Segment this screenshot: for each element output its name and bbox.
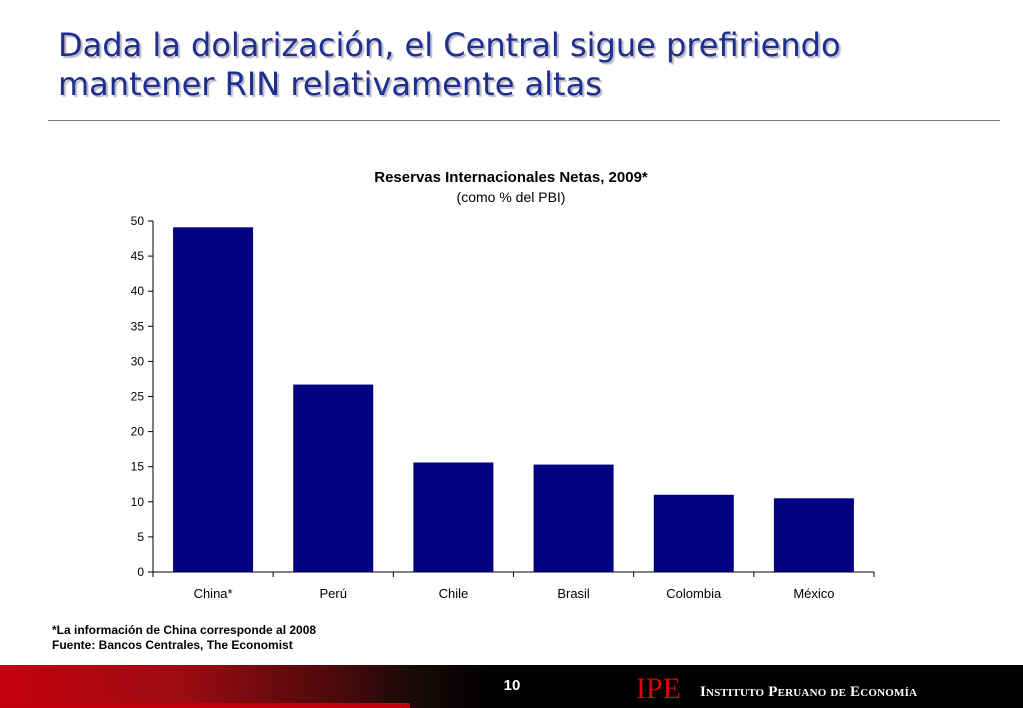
footnote-text: *La información de China corresponde al … (52, 623, 317, 637)
chart-title: Reservas Internacionales Netas, 2009* (374, 169, 648, 186)
slide-title-line-1: Dada la dolarización, el Central sigue p… (58, 26, 841, 64)
slide-title: Dada la dolarización, el Central sigue p… (58, 26, 998, 104)
y-tick-label: 50 (131, 214, 145, 228)
y-tick-label: 5 (137, 530, 144, 544)
slide-title-line-2: mantener RIN relativamente altas (58, 65, 602, 103)
bar (293, 384, 374, 572)
y-tick-label: 35 (131, 319, 145, 333)
y-tick-label: 30 (131, 354, 145, 368)
y-tick-label: 20 (131, 425, 145, 439)
y-tick-label: 45 (131, 249, 145, 263)
bar (773, 498, 854, 572)
bar (173, 227, 254, 572)
x-tick-label: Colombia (666, 586, 722, 601)
title-divider (48, 120, 1000, 121)
x-tick-label: Brasil (557, 586, 590, 601)
x-tick-label: México (793, 586, 834, 601)
chart-subtitle: (como % del PBI) (457, 189, 566, 205)
footer-accent-line (0, 703, 410, 708)
source-text: Fuente: Bancos Centrales, The Economist (52, 638, 293, 652)
y-tick-label: 0 (137, 565, 144, 579)
x-tick-label: China* (194, 586, 233, 601)
y-tick-label: 15 (131, 460, 145, 474)
y-tick-label: 25 (131, 390, 145, 404)
ipe-logo: IPE (636, 672, 681, 705)
y-tick-label: 10 (131, 495, 145, 509)
footer-bar (0, 665, 1023, 708)
organization-name: Instituto Peruano de Economía (700, 684, 918, 700)
bar (653, 494, 734, 572)
footnotes: *La información de China corresponde al … (52, 623, 316, 653)
y-tick-label: 40 (131, 284, 145, 298)
bar-chart: Reservas Internacionales Netas, 2009* (c… (131, 169, 875, 601)
bar (533, 464, 614, 572)
plot-area: 0 5 10 15 20 25 30 35 40 45 50 China* Perú Chile Brasi… (131, 214, 875, 601)
x-tick-label: Chile (439, 586, 469, 601)
bar (413, 462, 494, 572)
x-tick-label: Perú (320, 586, 347, 601)
page-number: 10 (503, 677, 521, 694)
